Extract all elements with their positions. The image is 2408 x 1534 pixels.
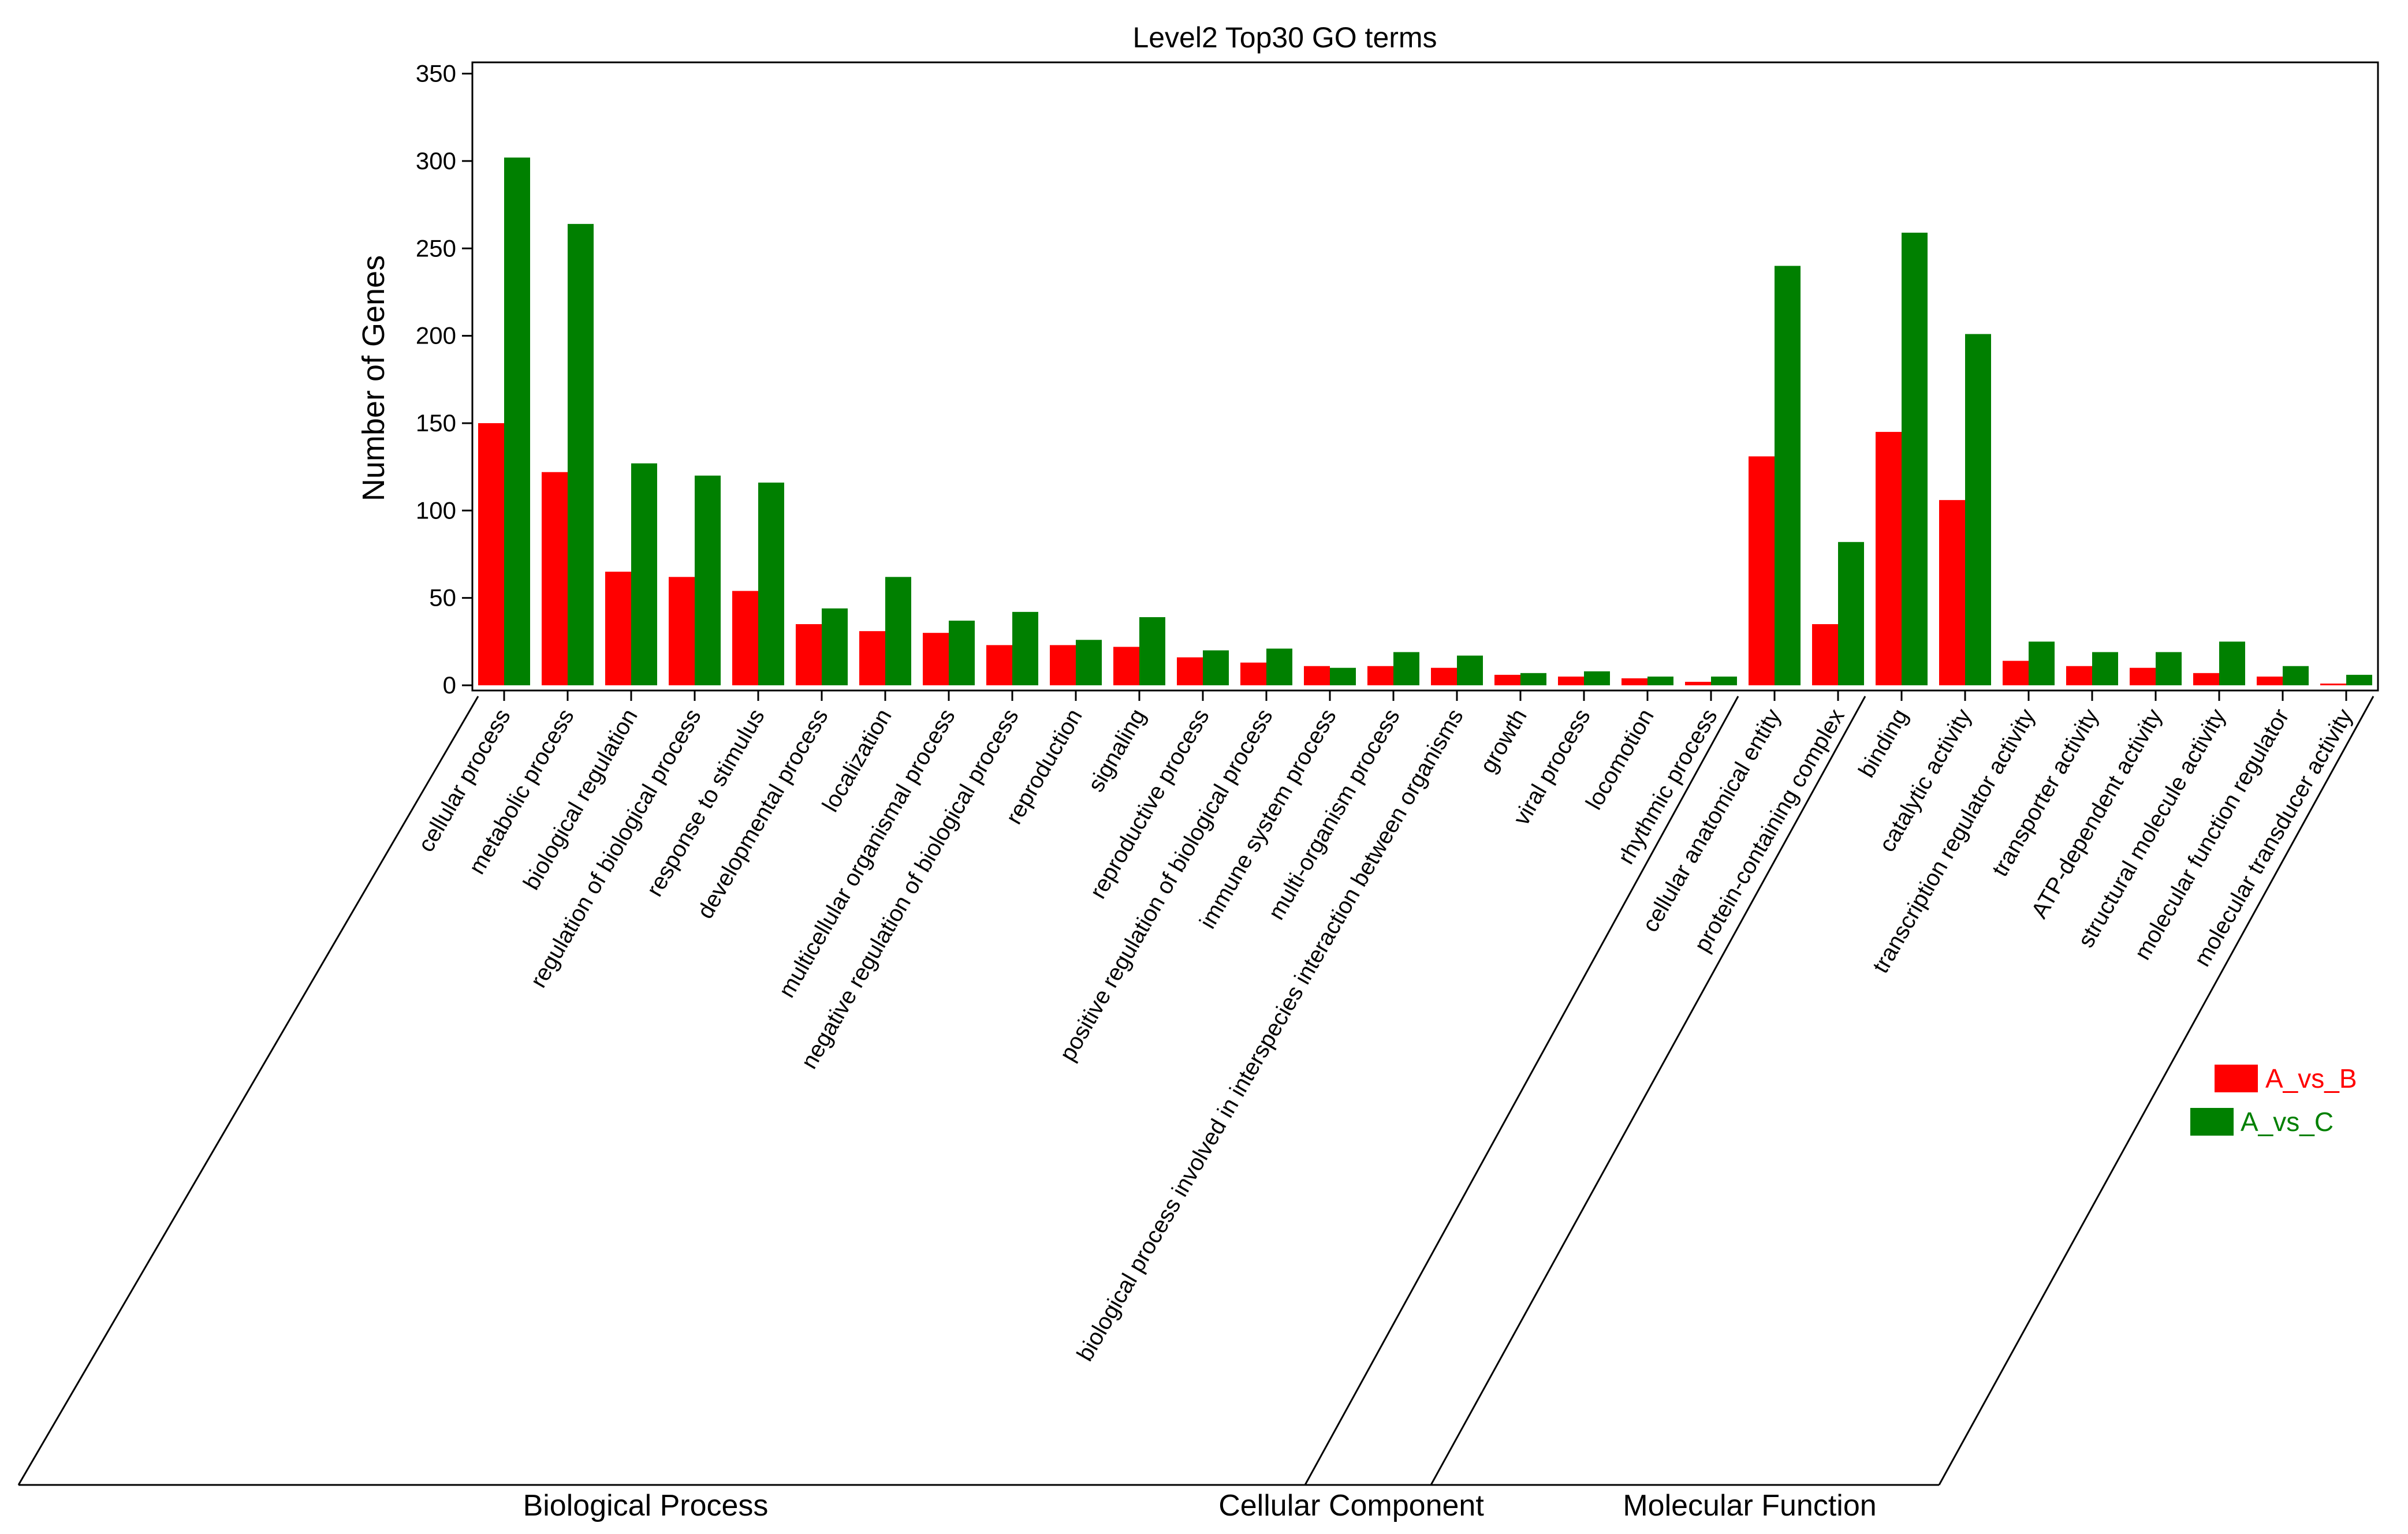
bar-A_vs_C-8 bbox=[1012, 611, 1038, 685]
bar-A_vs_B-2 bbox=[605, 572, 631, 685]
bar-A_vs_B-26 bbox=[2130, 667, 2156, 685]
legend-swatch-A_vs_B bbox=[2215, 1065, 2258, 1092]
legend-label: A_vs_C bbox=[2241, 1107, 2334, 1137]
bar-A_vs_B-4 bbox=[732, 591, 758, 685]
bar-A_vs_C-14 bbox=[1393, 652, 1419, 685]
bar-A_vs_B-12 bbox=[1240, 662, 1266, 685]
x-tick-label: biological regulation bbox=[519, 705, 643, 894]
bar-A_vs_B-0 bbox=[478, 423, 504, 685]
bar-A_vs_C-20 bbox=[1775, 266, 1801, 685]
bar-A_vs_B-18 bbox=[1622, 678, 1647, 685]
bar-A_vs_B-25 bbox=[2066, 666, 2092, 685]
group-label: Biological Process bbox=[523, 1489, 769, 1522]
bar-A_vs_C-25 bbox=[2092, 652, 2118, 685]
bar-A_vs_C-10 bbox=[1139, 617, 1165, 685]
group-divider-line bbox=[1938, 696, 2375, 1486]
bar-A_vs_B-5 bbox=[796, 624, 822, 685]
bar-A_vs_B-9 bbox=[1050, 645, 1076, 685]
bar-A_vs_B-3 bbox=[669, 577, 695, 685]
bar-A_vs_C-5 bbox=[822, 608, 848, 685]
bar-A_vs_B-8 bbox=[986, 645, 1012, 685]
bar-A_vs_C-16 bbox=[1520, 673, 1546, 685]
bar-A_vs_C-11 bbox=[1203, 650, 1229, 685]
bar-A_vs_B-15 bbox=[1431, 667, 1457, 685]
bar-A_vs_B-28 bbox=[2257, 676, 2283, 685]
bar-A_vs_B-23 bbox=[1939, 500, 1965, 685]
bar-A_vs_C-15 bbox=[1457, 655, 1483, 685]
bar-A_vs_C-1 bbox=[568, 223, 594, 685]
y-tick-label: 100 bbox=[416, 497, 456, 524]
bar-A_vs_B-7 bbox=[923, 633, 949, 685]
y-tick-label: 250 bbox=[416, 234, 456, 262]
bar-A_vs_B-16 bbox=[1494, 674, 1520, 685]
bar-A_vs_C-21 bbox=[1838, 542, 1864, 685]
group-divider-line bbox=[1304, 696, 1739, 1486]
bar-A_vs_C-9 bbox=[1076, 640, 1102, 685]
bar-A_vs_B-1 bbox=[542, 472, 568, 685]
x-tick-label: response to stimulus bbox=[642, 705, 770, 901]
bar-A_vs_C-4 bbox=[758, 482, 784, 685]
bar-A_vs_B-19 bbox=[1685, 681, 1711, 685]
go-category-groups: Biological Process Cellular Component Mole… bbox=[17, 696, 2375, 1522]
bar-A_vs_C-17 bbox=[1584, 671, 1610, 685]
bar-A_vs_B-24 bbox=[2003, 660, 2029, 685]
bar-A_vs_B-20 bbox=[1749, 456, 1775, 685]
group-label: Cellular Component bbox=[1218, 1489, 1484, 1522]
y-tick-label: 300 bbox=[416, 147, 456, 174]
bar-A_vs_B-13 bbox=[1304, 666, 1330, 685]
bar-A_vs_C-3 bbox=[695, 475, 721, 685]
bar-A_vs_B-22 bbox=[1876, 432, 1902, 685]
bar-A_vs_B-10 bbox=[1113, 647, 1139, 685]
chart-title: Level2 Top30 GO terms bbox=[1132, 21, 1437, 54]
bar-A_vs_C-26 bbox=[2156, 652, 2182, 685]
legend-swatch-A_vs_C bbox=[2190, 1108, 2234, 1136]
bar-A_vs_C-23 bbox=[1965, 334, 1991, 685]
x-tick-label: binding bbox=[1854, 705, 1913, 782]
bar-A_vs_C-0 bbox=[504, 157, 530, 685]
group-label: Molecular Function bbox=[1623, 1489, 1876, 1522]
x-tick-label: reproductive process bbox=[1085, 705, 1214, 904]
x-tick-label: signaling bbox=[1083, 705, 1151, 797]
x-tick-label: growth bbox=[1475, 705, 1532, 778]
bar-A_vs_C-24 bbox=[2029, 641, 2055, 685]
bar-A_vs_B-29 bbox=[2320, 683, 2346, 685]
legend: A_vs_B A_vs_C bbox=[2190, 1063, 2357, 1137]
bar-A_vs_C-6 bbox=[885, 577, 911, 685]
bar-A_vs_B-6 bbox=[859, 631, 885, 685]
bars-group bbox=[478, 157, 2372, 686]
bar-A_vs_B-27 bbox=[2193, 673, 2219, 685]
bar-A_vs_C-28 bbox=[2283, 666, 2309, 685]
bar-A_vs_B-17 bbox=[1558, 676, 1584, 685]
bar-A_vs_B-14 bbox=[1367, 666, 1393, 685]
bar-A_vs_B-11 bbox=[1177, 657, 1203, 685]
bar-A_vs_C-12 bbox=[1266, 648, 1292, 685]
bar-A_vs_B-21 bbox=[1812, 624, 1838, 685]
bar-A_vs_C-27 bbox=[2219, 641, 2245, 685]
bar-A_vs_C-13 bbox=[1330, 667, 1356, 685]
y-tick-label: 350 bbox=[416, 60, 456, 87]
legend-label: A_vs_B bbox=[2265, 1063, 2357, 1093]
y-tick-label: 0 bbox=[443, 671, 456, 699]
bar-A_vs_C-7 bbox=[949, 621, 975, 685]
plot-frame bbox=[471, 61, 2379, 692]
y-axis: 0 50 100 150 200 250 300 350 bbox=[416, 60, 472, 699]
bar-A_vs_C-22 bbox=[1902, 233, 1928, 686]
bar-A_vs_C-19 bbox=[1711, 676, 1737, 685]
bar-A_vs_C-2 bbox=[631, 463, 657, 685]
y-tick-label: 200 bbox=[416, 322, 456, 349]
bar-A_vs_C-18 bbox=[1647, 676, 1673, 685]
bar-A_vs_C-29 bbox=[2346, 674, 2372, 685]
y-tick-label: 150 bbox=[416, 409, 456, 436]
group-left-edge bbox=[17, 696, 479, 1486]
y-tick-label: 50 bbox=[429, 584, 456, 611]
group-divider-line bbox=[1430, 696, 1866, 1486]
y-axis-label: Number of Genes bbox=[356, 255, 391, 501]
